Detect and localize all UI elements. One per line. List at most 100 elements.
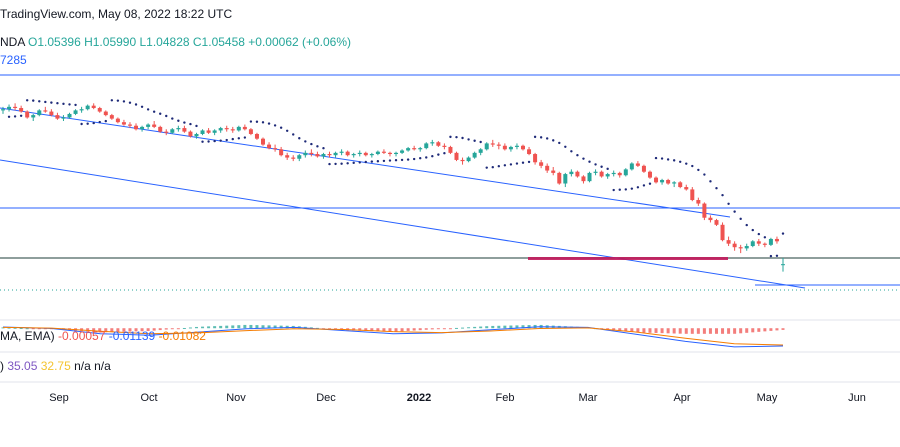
candle-body — [115, 118, 120, 123]
candle-body — [678, 182, 683, 188]
candle-body — [599, 171, 604, 177]
candle — [140, 125, 145, 132]
candle — [563, 172, 568, 188]
macd-histogram-bar — [509, 325, 513, 329]
macd-histogram-bar — [714, 328, 718, 334]
candle — [254, 132, 259, 140]
candle-body — [158, 126, 163, 132]
candle-body — [127, 124, 132, 126]
sar-dot — [600, 165, 603, 168]
support-zone[interactable] — [528, 257, 728, 260]
candle-body — [756, 241, 761, 244]
candle — [684, 184, 689, 191]
candle-body — [73, 110, 78, 114]
sar-dot — [479, 140, 482, 144]
candle-body — [750, 241, 755, 247]
candle — [593, 169, 598, 176]
sar-dot — [624, 188, 627, 191]
macd-histogram-bar — [418, 328, 422, 331]
sar-dot — [449, 135, 452, 139]
sar-dot — [461, 136, 464, 140]
time-axis[interactable]: Sep Oct Nov Dec 2022 Feb Mar Apr May Jun — [49, 392, 866, 404]
signal-value: -0.01082 — [158, 329, 206, 343]
candle-body — [635, 163, 640, 166]
symbol-tail[interactable]: NDA — [0, 35, 25, 49]
candle — [496, 142, 501, 150]
sar-dot — [346, 162, 349, 165]
macd-histogram-bar — [92, 328, 96, 332]
macd-histogram-bar — [521, 325, 525, 329]
sar-dot — [140, 105, 144, 108]
candle-body — [103, 111, 108, 116]
candle — [363, 151, 368, 157]
candle — [714, 218, 719, 226]
candle-body — [13, 106, 18, 109]
candle-body — [91, 105, 96, 109]
candle — [279, 146, 284, 157]
sar-dot — [642, 184, 646, 187]
sar-dot — [455, 135, 458, 139]
candle-body — [708, 217, 713, 221]
sar-dot — [177, 119, 180, 122]
macd-histogram-bar — [128, 328, 132, 332]
macd-histogram-bar — [727, 328, 731, 334]
sar-dot — [509, 163, 513, 166]
candle — [381, 149, 386, 155]
sar-dot — [98, 120, 101, 124]
candle-body — [200, 130, 205, 134]
sar-dot — [660, 157, 664, 160]
candle — [756, 238, 761, 247]
candle-body — [261, 138, 265, 145]
candle — [418, 146, 423, 152]
candle — [85, 104, 90, 111]
candle-body — [781, 264, 785, 266]
change-value: +0.00062 (+0.06%) — [248, 35, 352, 49]
candle — [13, 103, 18, 111]
sar-dot — [491, 165, 494, 169]
macd-histogram-bar — [37, 328, 41, 330]
candle — [369, 152, 374, 158]
rsi-value-1: 35.05 — [7, 359, 38, 373]
sar-dot — [648, 182, 652, 185]
macd-histogram-bar — [219, 325, 223, 329]
macd-histogram-bar — [261, 325, 265, 329]
candle-body — [218, 128, 223, 131]
macd-legend[interactable]: MA, EMA) -0.00057 -0.01139 -0.01082 — [0, 329, 206, 343]
candle — [152, 121, 157, 129]
macd-histogram-bar — [745, 328, 749, 333]
channel-lower-line[interactable] — [0, 159, 806, 289]
candle-body — [381, 151, 386, 153]
candle — [158, 125, 163, 133]
candle — [533, 152, 538, 165]
macd-histogram-bar — [176, 328, 180, 330]
open-value: O1.05396 — [28, 35, 81, 49]
candle-body — [654, 177, 659, 183]
sar-dot — [406, 158, 410, 161]
candle-body — [732, 243, 737, 248]
macd-histogram-bar — [188, 327, 192, 329]
candle-body — [418, 148, 423, 150]
candle-body — [539, 162, 544, 166]
candle-body — [484, 143, 489, 150]
candle-body — [345, 151, 350, 156]
candle-body — [242, 126, 247, 130]
macd-histogram-bar — [684, 328, 688, 334]
candle-body — [702, 203, 707, 218]
candle-body — [321, 154, 326, 157]
candle — [527, 146, 532, 156]
candle-body — [1, 109, 5, 111]
candle — [708, 215, 713, 223]
candle-body — [768, 238, 773, 245]
rsi-legend[interactable]: ) 35.05 32.75 n/a n/a — [0, 359, 111, 373]
sar-dot — [558, 141, 561, 145]
macd-histogram-bar — [424, 328, 428, 330]
candle — [599, 170, 604, 178]
macd-histogram-bar — [479, 326, 483, 329]
candle — [539, 159, 544, 169]
time-axis-label: Jun — [848, 392, 866, 404]
candle-body — [394, 152, 399, 155]
candle — [351, 152, 356, 158]
macd-histogram-bar — [7, 327, 11, 329]
sar-dot — [122, 100, 126, 103]
